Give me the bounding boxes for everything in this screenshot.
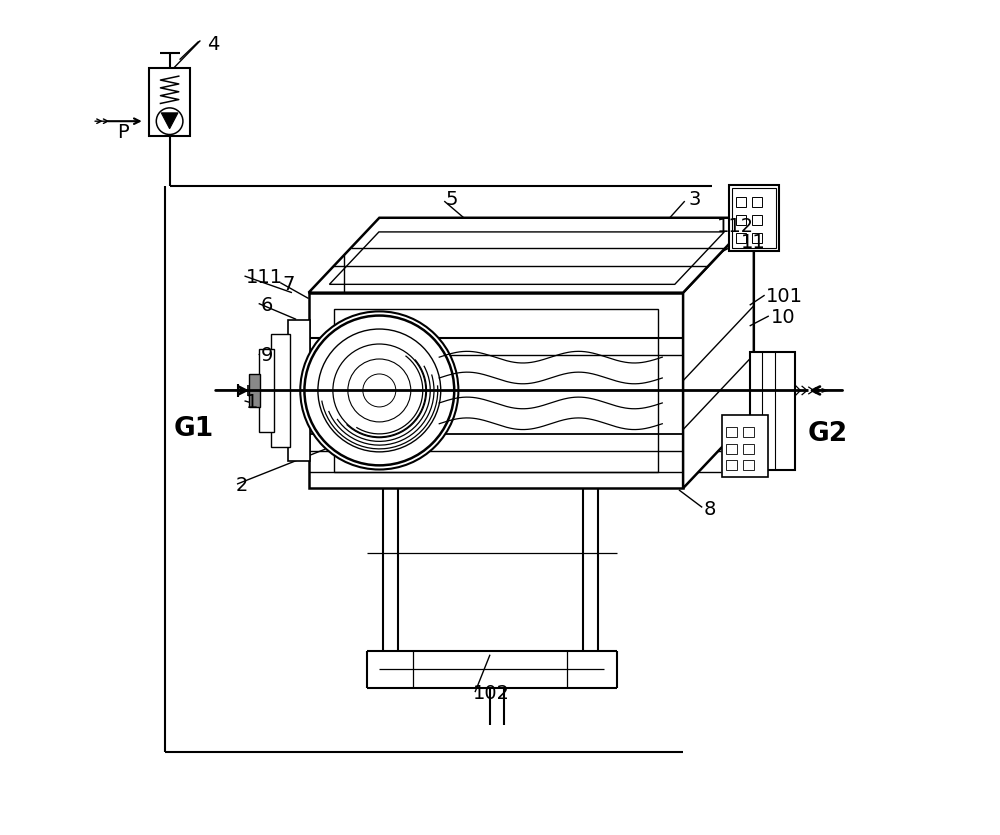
Text: 2: 2 (235, 476, 248, 495)
Text: 8: 8 (704, 499, 716, 519)
Bar (732, 188, 776, 248)
Text: 1: 1 (246, 393, 259, 412)
Bar (726, 460, 737, 470)
Text: 7: 7 (282, 275, 294, 294)
Bar (726, 443, 737, 453)
Bar (750, 352, 795, 469)
Bar (271, 334, 290, 447)
Bar (736, 196, 746, 206)
Bar (309, 292, 683, 488)
Text: 9: 9 (260, 347, 273, 366)
Polygon shape (309, 218, 754, 292)
Polygon shape (161, 113, 178, 129)
Bar (743, 443, 754, 453)
Circle shape (156, 108, 183, 134)
Text: 4: 4 (207, 35, 219, 54)
Bar (288, 320, 310, 461)
Bar (743, 460, 754, 470)
Bar (726, 427, 737, 437)
Text: G1: G1 (174, 416, 214, 443)
Circle shape (300, 311, 458, 469)
Bar (259, 349, 274, 432)
Text: 5: 5 (446, 190, 458, 209)
Bar (722, 415, 768, 477)
Text: 3: 3 (688, 190, 700, 209)
Polygon shape (683, 218, 754, 488)
Bar (149, 68, 190, 136)
Text: 101: 101 (766, 287, 803, 306)
Bar (334, 309, 658, 472)
Polygon shape (329, 232, 724, 285)
Text: 10: 10 (770, 308, 795, 327)
Text: G2: G2 (808, 421, 848, 448)
Bar (736, 215, 746, 225)
Text: 102: 102 (473, 685, 510, 703)
Text: P: P (117, 123, 129, 142)
Bar (736, 233, 746, 243)
Text: 11: 11 (741, 233, 766, 252)
Bar (743, 427, 754, 437)
Circle shape (304, 316, 454, 465)
Bar (249, 374, 260, 407)
Bar (752, 215, 762, 225)
Bar (752, 196, 762, 206)
Text: 112: 112 (716, 216, 754, 235)
Text: 111: 111 (246, 268, 283, 287)
Bar (752, 233, 762, 243)
Bar (729, 185, 779, 251)
Text: 6: 6 (260, 296, 273, 315)
